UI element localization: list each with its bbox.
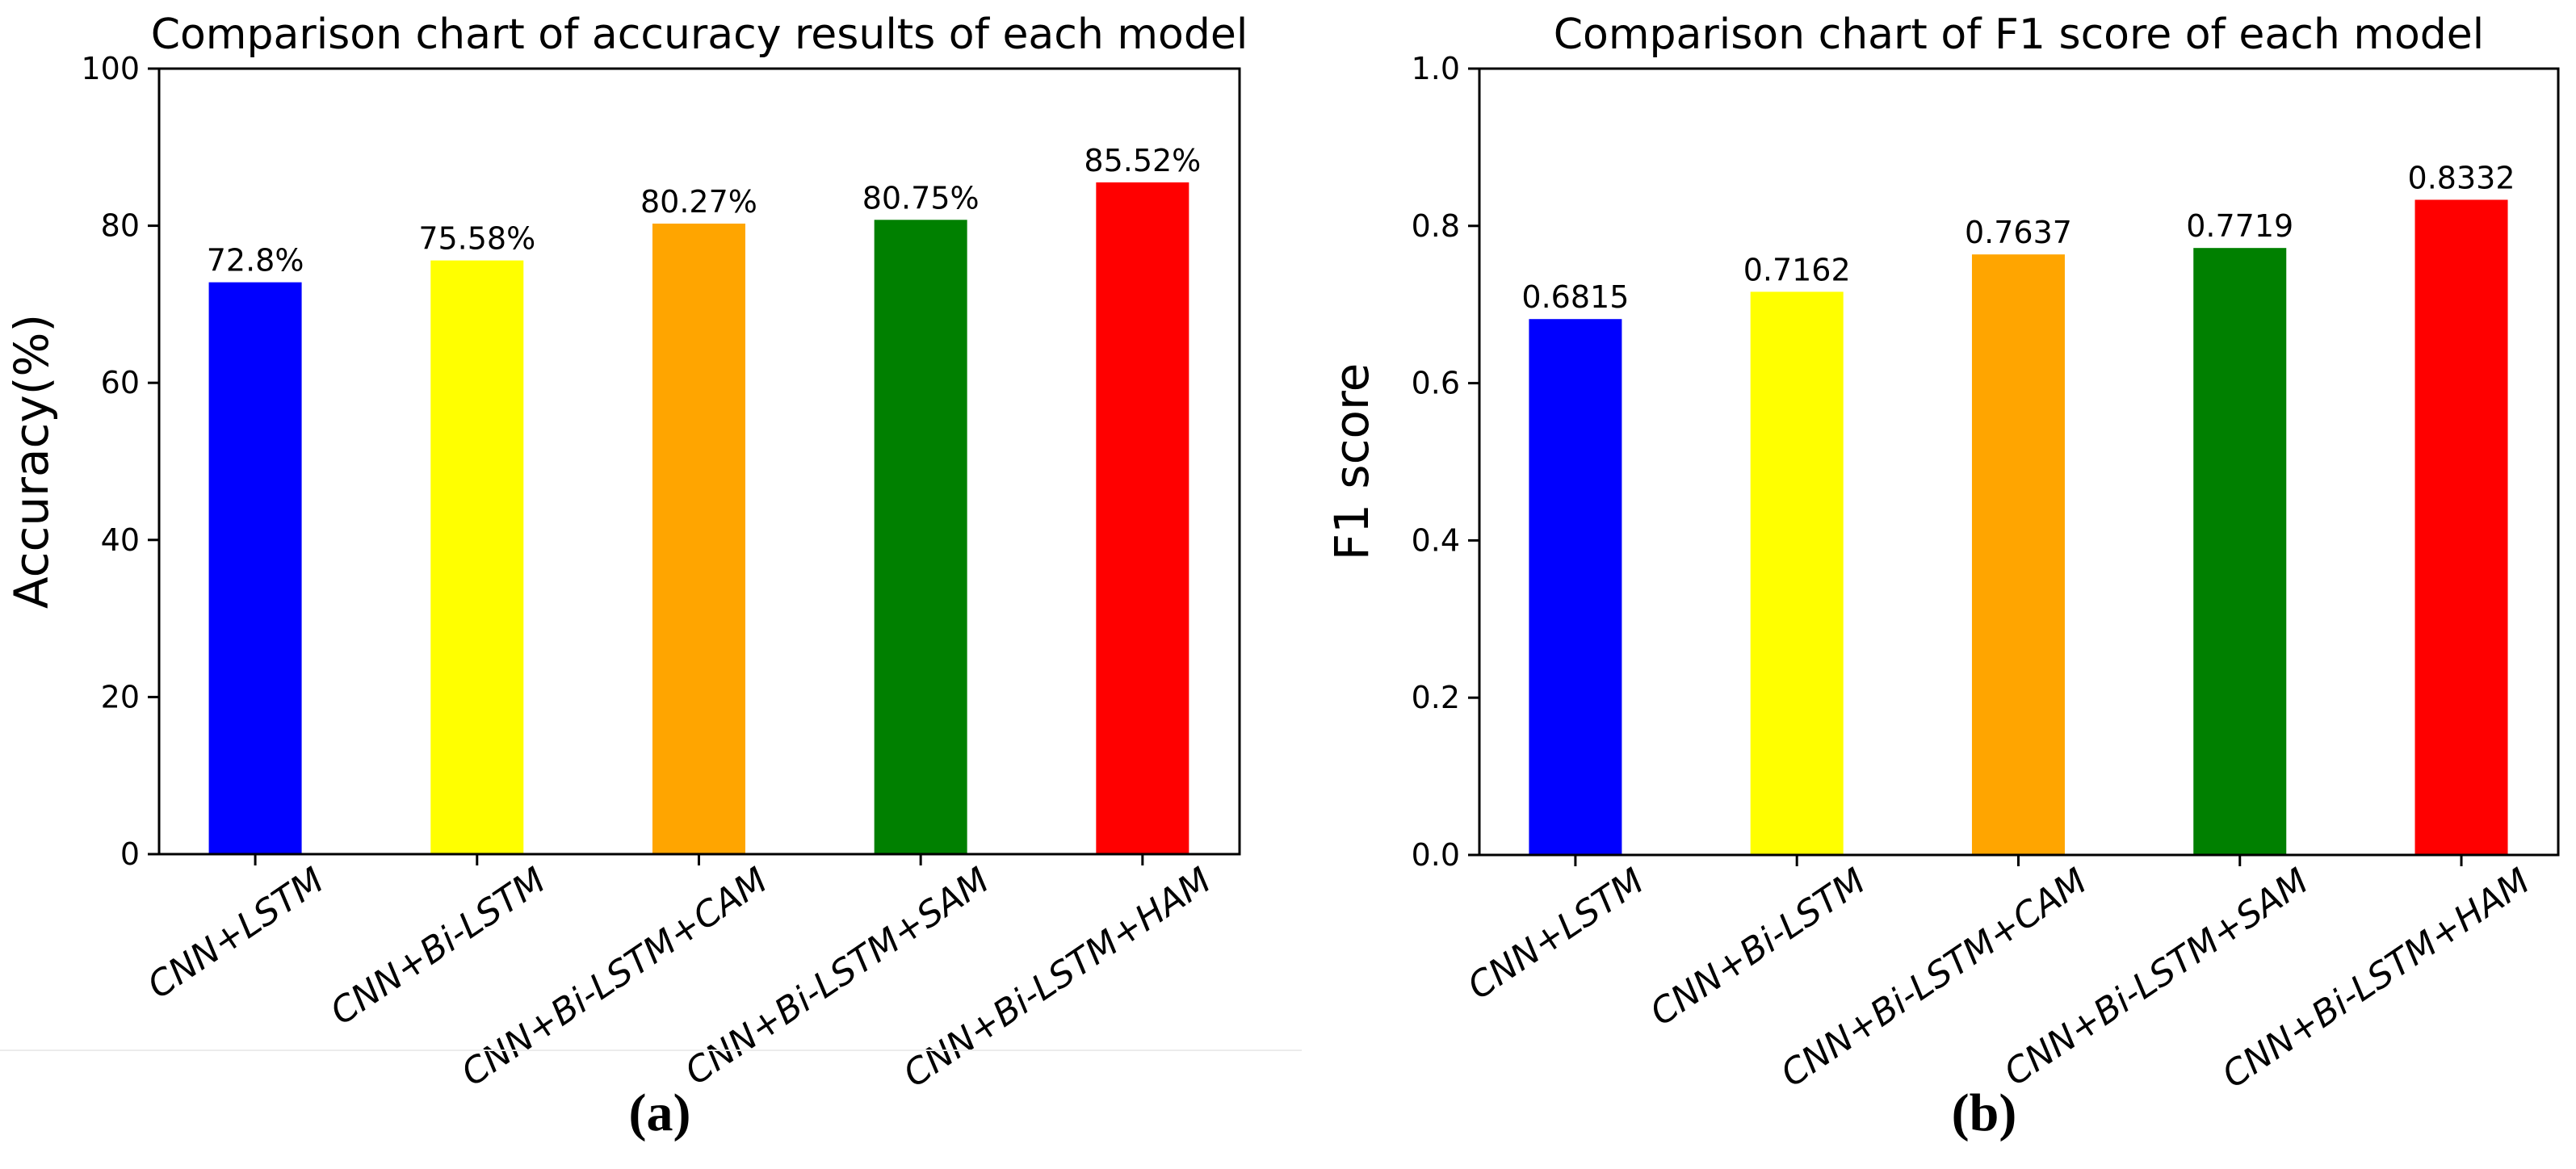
panel-label: (b) <box>1952 1083 2017 1142</box>
left-figure-bottom-edge <box>0 1050 1302 1051</box>
y-tick-label: 0.4 <box>1412 522 1460 558</box>
x-category-label: CNN+LSTM <box>1461 861 1651 1008</box>
chart-svg-1: 0.6815CNN+LSTM0.7162CNN+Bi-LSTM0.7637CNN… <box>1324 10 2560 1142</box>
bar-value-label: 80.27% <box>640 184 757 220</box>
x-category-label: CNN+LSTM <box>141 860 331 1007</box>
bar-CNN+Bi-LSTM+CAM <box>1971 254 2065 855</box>
panel-label: (a) <box>629 1083 691 1142</box>
f1-chart-panel: 0.6815 CNN+LSTM 0.7162 CNN+Bi-LSTM 0.7637 CNN… <box>1288 0 2576 1169</box>
y-tick-label: 0.0 <box>1412 837 1460 873</box>
plot-box <box>1478 67 2560 857</box>
y-tick-label: 1.0 <box>1412 51 1460 86</box>
bar-CNN+Bi-LSTM <box>1750 291 1844 855</box>
bar-value-label: 85.52% <box>1084 143 1201 178</box>
bar-CNN+LSTM <box>208 282 302 854</box>
bar-CNN+Bi-LSTM+HAM <box>1096 182 1189 855</box>
y-tick-label: 100 <box>81 51 140 86</box>
bar-CNN+Bi-LSTM <box>430 260 524 855</box>
accuracy-chart-panel: 72.8% CNN+LSTM 75.58% CNN+Bi-LSTM 80.27% CNN+… <box>4 10 1248 1142</box>
bar-CNN+Bi-LSTM+CAM <box>652 223 745 854</box>
y-tick-label: 0.8 <box>1412 208 1460 244</box>
bar-value-label: 0.6815 <box>1521 279 1629 315</box>
bar-value-label: 0.8332 <box>2408 160 2515 195</box>
bar-CNN+LSTM <box>1529 319 1622 855</box>
y-tick-label: 0.6 <box>1412 366 1460 401</box>
y-tick-label: 60 <box>101 365 140 400</box>
plot-box <box>157 67 1241 856</box>
bar-value-label: 72.8% <box>207 243 304 279</box>
x-category-label: CNN+Bi-LSTM <box>323 860 553 1033</box>
bar-value-label: 75.58% <box>418 221 535 257</box>
bar-value-label: 0.7637 <box>1965 215 2072 250</box>
bar-value-label: 0.7719 <box>2186 208 2293 244</box>
x-category-label: CNN+Bi-LSTM <box>1643 861 1873 1034</box>
y-tick-label: 0.2 <box>1412 680 1460 715</box>
chart-title: Comparison chart of F1 score of each mod… <box>1554 10 2485 59</box>
bar-value-label: 0.7162 <box>1743 252 1851 287</box>
chart-title: Comparison chart of accuracy results of … <box>151 10 1248 59</box>
chart-svg-0: 72.8%CNN+LSTM75.58%CNN+Bi-LSTM80.27%CNN+… <box>4 10 1248 1142</box>
y-tick-label: 80 <box>101 208 140 244</box>
y-tick-label: 0 <box>120 836 140 872</box>
bar-CNN+Bi-LSTM+HAM <box>2414 199 2508 855</box>
bar-CNN+Bi-LSTM+SAM <box>2193 248 2287 855</box>
y-tick-label: 20 <box>101 679 140 714</box>
bar-CNN+Bi-LSTM+SAM <box>874 220 967 854</box>
y-axis-label: F1 score <box>1324 363 1379 561</box>
y-axis-label: Accuracy(%) <box>4 314 59 609</box>
y-tick-label: 40 <box>101 522 140 558</box>
bar-value-label: 80.75% <box>862 180 980 216</box>
